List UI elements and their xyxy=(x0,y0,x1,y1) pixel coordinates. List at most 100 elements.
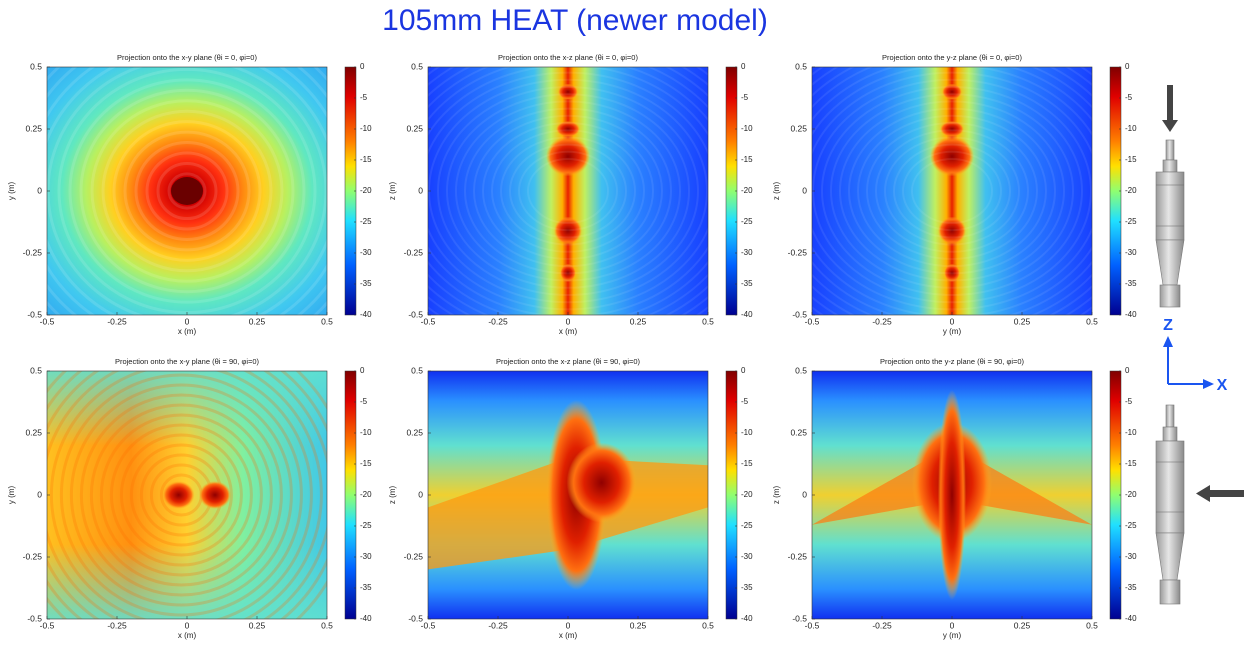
x-tick-label: -0.25 xyxy=(488,620,508,630)
panel-title: Projection onto the x-z plane (θi = 90, … xyxy=(496,357,641,366)
heatmap-hotspot xyxy=(546,136,590,177)
colorbar-tick-label: -20 xyxy=(360,186,372,195)
y-tick-label: 0 xyxy=(418,489,423,499)
colorbar-tick-label: -25 xyxy=(360,217,372,226)
heatmap-core xyxy=(171,177,203,205)
panel-title: Projection onto the x-y plane (θi = 90, … xyxy=(115,357,260,366)
heatmap-hotspot xyxy=(558,83,578,100)
heatmap-image xyxy=(812,371,1092,619)
x-tick-label: 0 xyxy=(185,620,190,630)
colorbar-tick-label: -5 xyxy=(360,397,368,406)
colorbar-tick-label: -30 xyxy=(1125,248,1137,257)
y-axis-label: z (m) xyxy=(388,182,397,201)
axis-indicator-label: X xyxy=(1217,377,1228,394)
heatmap-ring xyxy=(839,100,1065,282)
colorbar-tick-label: 0 xyxy=(360,366,365,375)
heatmap-ring xyxy=(446,93,690,289)
heatmap-ring xyxy=(902,150,1002,232)
x-tick-label: -0.5 xyxy=(40,620,55,630)
x-tick-label: 0.25 xyxy=(249,316,266,326)
y-tick-label: 0.5 xyxy=(411,61,423,71)
y-tick-label: -0.25 xyxy=(404,247,424,257)
heatmap-ring xyxy=(437,86,699,296)
x-tick-label: 0 xyxy=(566,316,571,326)
x-tick-label: -0.25 xyxy=(488,316,508,326)
panel: Projection onto the y-z plane (θi = 0, φ… xyxy=(772,53,1137,336)
heatmap-ring xyxy=(59,373,303,617)
y-tick-label: -0.5 xyxy=(792,309,807,319)
colorbar-tick-label: -5 xyxy=(360,93,368,102)
heatmap-ring xyxy=(134,141,240,241)
x-axis-label: x (m) xyxy=(559,631,578,640)
x-tick-label: 0.5 xyxy=(702,316,714,326)
colorbar-tick-label: 0 xyxy=(1125,366,1130,375)
y-tick-label: 0.25 xyxy=(790,427,807,437)
heatmap-hotspot xyxy=(556,121,580,137)
panel: Projection onto the x-z plane (θi = 90, … xyxy=(388,357,753,640)
colorbar-tick-label: -20 xyxy=(1125,490,1137,499)
heatmap-ring xyxy=(482,122,654,260)
colorbar-tick-label: 0 xyxy=(741,62,746,71)
heatmap-ring xyxy=(47,371,323,619)
heatmap-ring xyxy=(79,393,283,597)
y-tick-label: 0.25 xyxy=(25,427,42,437)
colorbar-tick-label: -35 xyxy=(360,279,372,288)
y-axis-label: y (m) xyxy=(7,182,16,201)
y-tick-label: 0 xyxy=(802,185,807,195)
heatmap-ring xyxy=(123,130,251,252)
colorbar-tick-label: -25 xyxy=(741,521,753,530)
x-tick-label: 0.5 xyxy=(1086,620,1098,630)
colorbar-tick-label: -40 xyxy=(360,310,372,319)
heatmap-ring xyxy=(129,443,233,547)
colorbar-tick-label: -25 xyxy=(360,521,372,530)
x-axis-label: y (m) xyxy=(943,631,962,640)
heatmap-ring xyxy=(109,423,253,567)
colorbar-tick-label: -40 xyxy=(1125,310,1137,319)
colorbar-tick-label: -10 xyxy=(360,428,372,437)
y-tick-label: -0.5 xyxy=(27,613,42,623)
x-tick-label: 0 xyxy=(950,316,955,326)
y-axis-label: z (m) xyxy=(772,182,781,201)
panel-title: Projection onto the y-z plane (θi = 90, … xyxy=(880,357,1025,366)
y-axis-label: z (m) xyxy=(388,486,397,505)
colorbar-tick-label: -20 xyxy=(1125,186,1137,195)
heatmap-ring xyxy=(68,78,306,304)
colorbar-tick-label: -5 xyxy=(1125,397,1133,406)
x-tick-label: -0.5 xyxy=(40,316,55,326)
y-axis-label: z (m) xyxy=(772,486,781,505)
colorbar-tick-label: -20 xyxy=(360,490,372,499)
heatmap-ring xyxy=(884,136,1020,246)
heatmap-ring xyxy=(112,120,262,262)
panel: Projection onto the x-y plane (θi = 90, … xyxy=(7,357,372,640)
y-tick-label: -0.5 xyxy=(792,613,807,623)
colorbar-tick-label: -35 xyxy=(741,279,753,288)
y-tick-label: 0 xyxy=(802,489,807,499)
x-tick-label: 0.25 xyxy=(630,620,647,630)
colorbar-tick-label: -10 xyxy=(1125,428,1137,437)
x-tick-label: -0.5 xyxy=(421,316,436,326)
colorbar-tick-label: -35 xyxy=(360,583,372,592)
x-tick-label: 0 xyxy=(950,620,955,630)
colorbar-tick-label: -35 xyxy=(741,583,753,592)
y-tick-label: -0.5 xyxy=(27,309,42,319)
x-tick-label: 0.25 xyxy=(249,620,266,630)
x-tick-label: 0.5 xyxy=(321,316,333,326)
colorbar-tick-label: -15 xyxy=(741,155,753,164)
panel: Projection onto the y-z plane (θi = 90, … xyxy=(772,357,1137,640)
x-tick-label: 0.5 xyxy=(321,620,333,630)
x-axis-label: x (m) xyxy=(178,631,197,640)
colorbar-tick-label: -15 xyxy=(360,155,372,164)
y-tick-label: 0.25 xyxy=(406,123,423,133)
colorbar-tick-label: -10 xyxy=(741,124,753,133)
heatmap-ring xyxy=(830,93,1074,289)
heatmap-ring xyxy=(857,114,1047,268)
colorbar-tick-label: -5 xyxy=(741,397,749,406)
y-tick-label: 0.5 xyxy=(30,365,42,375)
colorbar-tick-label: 0 xyxy=(360,62,365,71)
colorbar-tick-label: -20 xyxy=(741,490,753,499)
colorbar-tick-label: -15 xyxy=(360,459,372,468)
y-tick-label: 0.5 xyxy=(411,365,423,375)
y-tick-label: -0.25 xyxy=(788,247,808,257)
panel-title: Projection onto the x-y plane (θi = 0, φ… xyxy=(117,53,257,62)
